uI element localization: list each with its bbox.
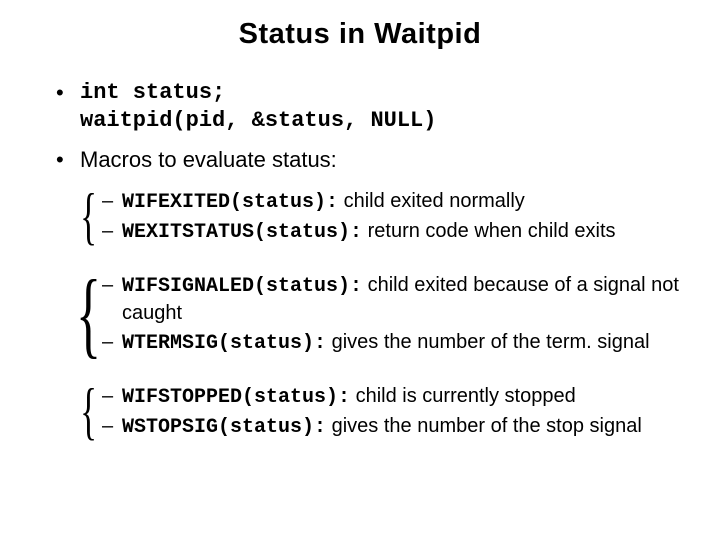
macro-code: WTERMSIG(status):: [122, 332, 326, 355]
slide-title: Status in Waitpid: [30, 18, 690, 51]
brace-icon: {: [82, 186, 95, 248]
macro-code: WIFSIGNALED(status):: [122, 275, 362, 298]
code-line-1: int status;: [80, 79, 690, 107]
sublist-exit: WIFEXITED(status): child exited normally…: [102, 186, 616, 248]
macro-wifexited: WIFEXITED(status): child exited normally: [102, 188, 616, 216]
group-stop: { WIFSTOPPED(status): child is currently…: [82, 381, 690, 443]
macro-wifstopped: WIFSTOPPED(status): child is currently s…: [102, 383, 642, 411]
macro-wifsignaled: WIFSIGNALED(status): child exited becaus…: [102, 272, 690, 327]
macro-wstopsig: WSTOPSIG(status): gives the number of th…: [102, 413, 642, 441]
macro-desc: gives the number of the term. signal: [326, 331, 650, 353]
macro-desc: gives the number of the stop signal: [326, 415, 642, 437]
group-exit: { WIFEXITED(status): child exited normal…: [82, 186, 690, 248]
group-signal: { WIFSIGNALED(status): child exited beca…: [82, 270, 690, 359]
sublist-stop: WIFSTOPPED(status): child is currently s…: [102, 381, 642, 443]
macro-groups: { WIFEXITED(status): child exited normal…: [30, 186, 690, 443]
code-line-2: waitpid(pid, &status, NULL): [80, 107, 690, 135]
bullet-list: int status; waitpid(pid, &status, NULL) …: [30, 79, 690, 174]
slide: Status in Waitpid int status; waitpid(pi…: [0, 0, 720, 540]
macro-desc: return code when child exits: [362, 220, 615, 242]
macro-wtermsig: WTERMSIG(status): gives the number of th…: [102, 329, 690, 357]
macro-desc: child is currently stopped: [350, 385, 576, 407]
macro-code: WIFEXITED(status):: [122, 191, 338, 214]
macro-code: WEXITSTATUS(status):: [122, 221, 362, 244]
brace-icon: {: [82, 270, 95, 359]
bullet-code: int status; waitpid(pid, &status, NULL): [56, 79, 690, 134]
bullet-macros: Macros to evaluate status:: [56, 146, 690, 174]
macro-desc: child exited normally: [338, 190, 525, 212]
sublist-signal: WIFSIGNALED(status): child exited becaus…: [102, 270, 690, 359]
brace-icon: {: [82, 381, 95, 443]
macro-code: WIFSTOPPED(status):: [122, 386, 350, 409]
macro-wexitstatus: WEXITSTATUS(status): return code when ch…: [102, 218, 616, 246]
macro-code: WSTOPSIG(status):: [122, 416, 326, 439]
